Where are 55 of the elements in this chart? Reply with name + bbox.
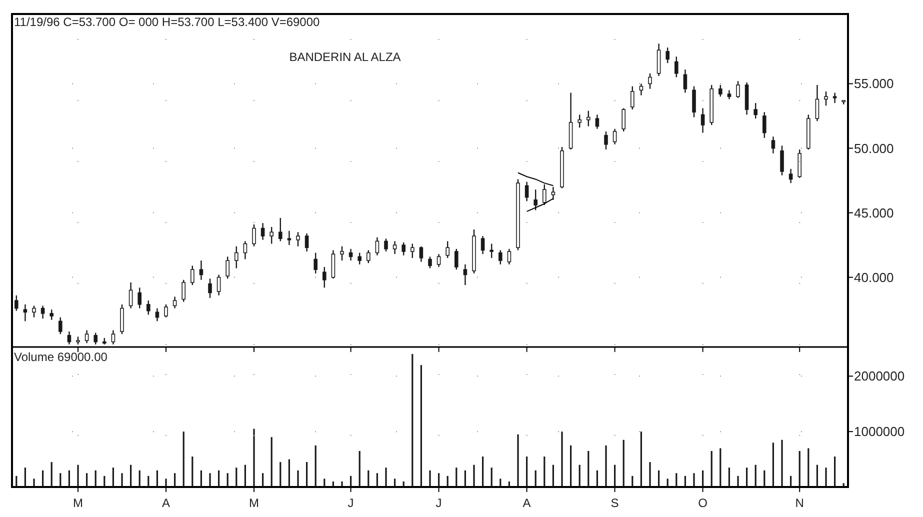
text: BANDERIN AL ALZA: [289, 50, 401, 64]
candlestick: [304, 232, 309, 252]
candlestick: [128, 282, 133, 309]
x-tick-label: J: [348, 496, 354, 510]
candlestick: [375, 236, 380, 256]
candlestick: [788, 168, 793, 184]
candlestick: [656, 43, 661, 77]
y-tick-label: 50.000: [854, 140, 894, 156]
candlestick: [683, 68, 688, 94]
y-tick-label: 40.000: [854, 270, 894, 285]
candlestick: [40, 305, 45, 320]
candlestick: [392, 240, 397, 255]
candlestick: [815, 84, 820, 122]
candlestick: [568, 92, 573, 150]
candlestick: [727, 90, 732, 100]
candlestick: [507, 248, 512, 265]
candlestick: [67, 330, 72, 346]
candlestick: [172, 296, 177, 309]
x-tick-label: M: [249, 496, 259, 510]
candlestick: [524, 181, 529, 202]
y-tick-label: 45.000: [854, 205, 894, 220]
candlestick: [639, 83, 644, 96]
candlestick: [287, 230, 292, 246]
candlestick: [832, 92, 837, 104]
y-tick-label: 1000000: [854, 424, 905, 440]
x-tick-label: A: [162, 496, 170, 510]
candlestick: [23, 304, 28, 322]
x-tick-label: A: [522, 496, 531, 510]
candlestick: [84, 330, 89, 344]
candlestick: [595, 114, 600, 130]
candlestick: [436, 253, 441, 268]
candlestick: [744, 82, 749, 116]
candlestick: [700, 108, 705, 134]
annotation: 11/19/96 C=53.700 O= 000 H=53.700 L=53.400 V=69000: [14, 15, 320, 29]
candlestick: [551, 186, 556, 200]
candlestick: [111, 330, 116, 346]
annotation: Volume 69000.00: [14, 350, 108, 364]
candlestick: [612, 128, 617, 145]
candlestick: [216, 274, 221, 296]
candlestick: [480, 235, 485, 255]
x-tick-label: M: [73, 496, 83, 510]
candlestick: [260, 222, 265, 240]
candlestick: [331, 250, 336, 280]
candlestick: [243, 240, 248, 260]
y-tick-label: 2000000: [854, 368, 905, 384]
x-tick-label: S: [610, 496, 619, 510]
y-tick-label: 55.000: [854, 76, 894, 92]
x-tick-label: N: [795, 496, 804, 510]
x-tick-label: O: [698, 496, 708, 510]
candlestick: [463, 264, 468, 286]
x-tick-label: J: [436, 496, 442, 510]
candlestick: [199, 260, 204, 280]
candlestick: [771, 136, 776, 154]
line-series: [518, 172, 554, 186]
candlestick: [348, 248, 353, 262]
